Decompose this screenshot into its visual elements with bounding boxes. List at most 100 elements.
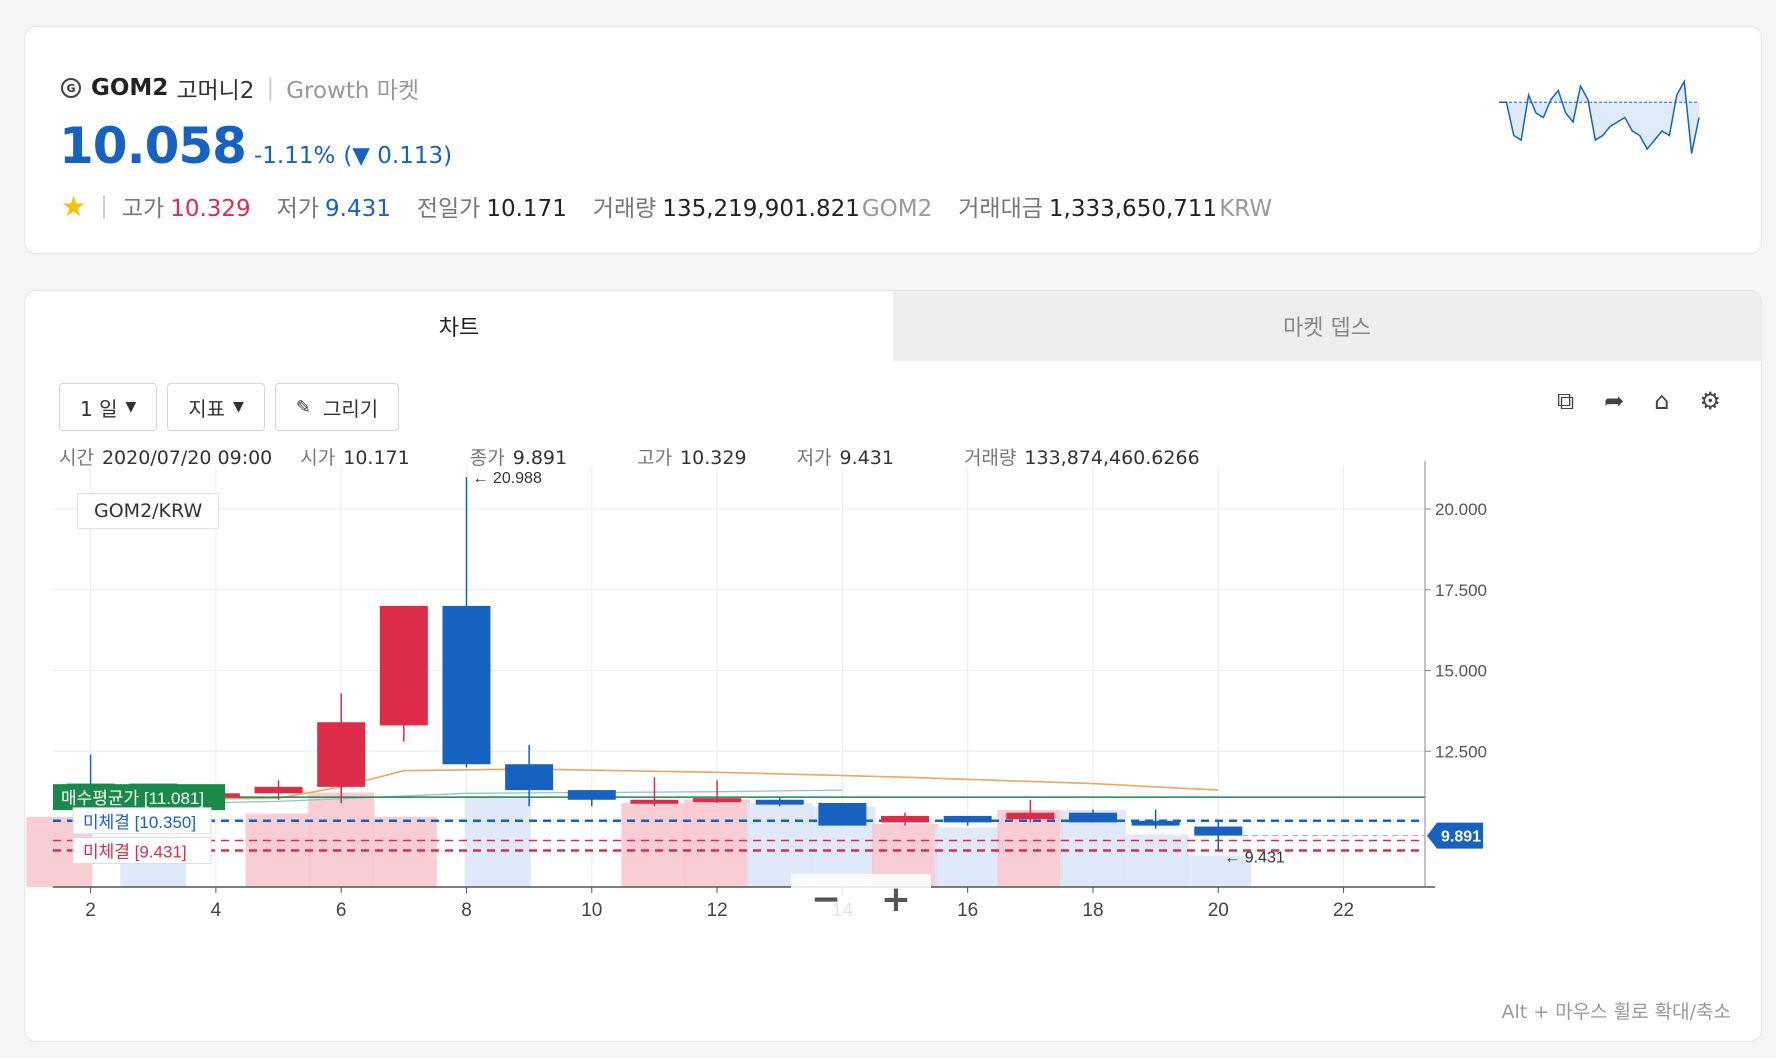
stats-row: ★ | 고가 10.329 저가 9.431 전일가 10.171 거래량 135,21… xyxy=(61,189,1298,223)
stat-high: 고가 10.329 xyxy=(121,196,251,222)
draw-button[interactable]: ✎ 그리기 xyxy=(274,383,400,431)
level-tag-text: 미체결 [10.350] xyxy=(83,813,196,832)
y-tick-label: 12.500 xyxy=(1435,742,1487,761)
candle-body xyxy=(1068,812,1117,823)
level-tag: 미체결 [10.350] xyxy=(72,807,212,835)
settings-icon[interactable]: ⚙ xyxy=(1699,387,1721,415)
chart-toolbar: 1 일 ▼ 지표 ▼ ✎ 그리기 xyxy=(59,383,400,431)
volume-bar xyxy=(1185,855,1252,887)
last-price-tag: 9.891 xyxy=(1427,822,1483,849)
volume-bar xyxy=(684,799,751,887)
zoom-in-button[interactable]: + xyxy=(861,874,931,924)
level-tag: 미체결 [9.431] xyxy=(72,836,212,864)
volume-bar xyxy=(746,803,813,887)
change-percent: -1.11% xyxy=(253,143,336,169)
volume-bar xyxy=(1059,810,1126,887)
x-tick-label: 4 xyxy=(211,900,222,921)
stat-amount: 거래대금 1,333,650,711KRW xyxy=(958,196,1273,222)
market-header-card: G GOM2 고머니2 | Growth 마켓 10.058 -1.11% (▼… xyxy=(24,26,1762,254)
coin-korean-name: 고머니2 xyxy=(176,78,255,104)
volume-bar xyxy=(370,817,437,887)
chart-card: 차트 마켓 뎁스 24681012141618202212.50015.0001… xyxy=(24,290,1762,1042)
y-tick-label: 20.000 xyxy=(1435,500,1487,519)
price-row: 10.058 -1.11% (▼ 0.113) xyxy=(59,117,452,175)
tab-market-depth[interactable]: 마켓 뎁스 xyxy=(893,291,1761,361)
candle-body xyxy=(567,790,616,800)
candle-body xyxy=(755,799,804,805)
sparkline-line xyxy=(1499,79,1700,154)
title-row: G GOM2 고머니2 | Growth 마켓 xyxy=(61,71,419,105)
candle-body xyxy=(1006,812,1055,820)
level-tag: 매수평균가 [11.081] xyxy=(53,784,225,811)
stat-volume: 거래량 135,219,901.821GOM2 xyxy=(592,196,933,222)
ohlc-volume: 거래량 133,874,460.6266 xyxy=(963,447,1200,469)
candle-body xyxy=(505,764,554,791)
external-link-icon[interactable]: ⧉ xyxy=(1557,387,1575,415)
last-price-tag-bg xyxy=(1427,822,1483,849)
tab-chart[interactable]: 차트 xyxy=(438,316,480,341)
candle-body xyxy=(818,803,867,826)
ohlc-close: 종가 9.891 xyxy=(469,447,568,469)
x-tick-label: 12 xyxy=(707,900,728,921)
x-tick-label: 16 xyxy=(957,900,978,921)
level-tag-bg xyxy=(72,807,212,835)
volume-bar xyxy=(621,803,688,887)
level-tag-bg xyxy=(72,836,212,864)
ohlc-readout: 시간 2020/07/20 09:00 시가 10.171 종가 9.891 고가 10… xyxy=(59,443,1228,470)
x-tick-label: 22 xyxy=(1333,900,1354,921)
last-price-tag-text: 9.891 xyxy=(1441,829,1481,846)
candle-body xyxy=(317,722,366,787)
pair-label: GOM2/KRW xyxy=(77,493,220,529)
volume-bar xyxy=(1122,834,1189,887)
sparkline-area xyxy=(1499,81,1699,154)
share-icon[interactable]: ➦ xyxy=(1604,387,1625,415)
level-tag-bg xyxy=(53,784,225,811)
x-tick-label: 8 xyxy=(461,900,472,921)
ohlc-high: 고가 10.329 xyxy=(637,447,747,469)
x-tick-label: 6 xyxy=(336,900,347,921)
caret-down-icon: ▼ xyxy=(125,399,137,415)
zoom-hint: Alt + 마우스 휠로 확대/축소 xyxy=(1501,1001,1731,1023)
zoom-controls: − + xyxy=(791,874,931,924)
divider: | xyxy=(266,75,275,101)
ohlc-low: 저가 9.431 xyxy=(796,447,894,469)
coin-symbol: GOM2 xyxy=(91,75,169,101)
star-icon[interactable]: ★ xyxy=(61,189,87,223)
level-tag-text: 미체결 [9.431] xyxy=(83,842,187,861)
volume-bar xyxy=(997,810,1064,887)
volume-bar xyxy=(934,827,1001,887)
change-amount: (▼ 0.113) xyxy=(343,143,453,169)
interval-dropdown[interactable]: 1 일 ▼ xyxy=(59,383,158,431)
caret-down-icon: ▼ xyxy=(233,399,244,415)
zoom-out-button[interactable]: − xyxy=(791,874,861,924)
low-annotation: ← 9.431 xyxy=(1224,849,1285,866)
candle-body xyxy=(442,605,491,765)
divider: | xyxy=(100,193,108,219)
indicator-dropdown[interactable]: 지표 ▼ xyxy=(167,383,265,431)
ohlc-open: 시가 10.171 xyxy=(300,447,410,469)
candle-body xyxy=(1131,820,1180,826)
x-tick-label: 18 xyxy=(1082,900,1103,921)
current-price: 10.058 xyxy=(59,117,247,175)
candle-body xyxy=(254,786,303,794)
chart-tool-icons: ⧉ ➦ ⌂ ⚙ xyxy=(1557,387,1721,415)
y-tick-label: 17.500 xyxy=(1435,581,1487,600)
market-label: Growth 마켓 xyxy=(286,78,420,104)
volume-bar xyxy=(464,796,531,887)
x-tick-label: 20 xyxy=(1208,900,1229,921)
candlestick-chart[interactable]: 24681012141618202212.50015.00017.50020.0… xyxy=(25,461,1762,1021)
tab-bar: 차트 마켓 뎁스 xyxy=(25,291,1761,361)
x-tick-label: 10 xyxy=(581,900,602,921)
candle-body xyxy=(630,799,679,804)
candle-body xyxy=(379,605,428,726)
level-tag-text: 매수평균가 [11.081] xyxy=(61,789,204,808)
tag-icon[interactable]: ⌂ xyxy=(1654,387,1670,415)
candle-body xyxy=(943,815,992,823)
y-tick-label: 15.000 xyxy=(1435,662,1487,681)
high-annotation: ← 20.988 xyxy=(472,470,541,487)
candle-body xyxy=(693,798,742,803)
x-tick-label: 2 xyxy=(85,900,96,921)
candle-body xyxy=(881,815,930,823)
coin-icon: G xyxy=(61,78,81,98)
sparkline-chart xyxy=(1499,79,1700,154)
